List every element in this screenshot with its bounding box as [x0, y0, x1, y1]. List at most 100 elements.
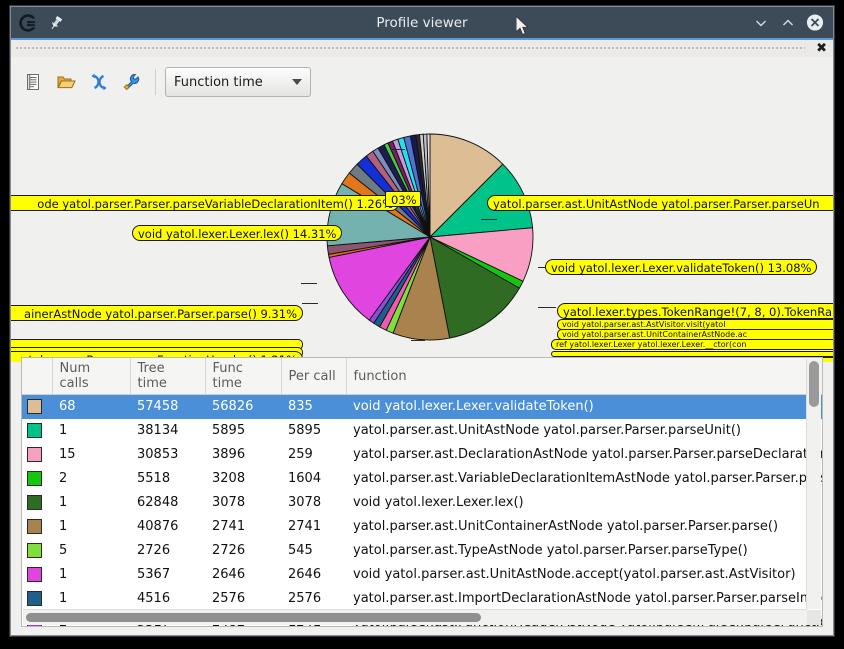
column-header-function[interactable]: function	[346, 358, 822, 395]
cell-per-call: 1604	[288, 471, 322, 486]
open-folder-icon[interactable]	[52, 68, 80, 96]
pie-label[interactable]: ainerAstNode yatol.parser.Parser.parse()…	[11, 305, 303, 321]
leader-line	[538, 307, 556, 308]
color-swatch-icon	[27, 399, 42, 415]
wrench-icon[interactable]	[118, 68, 146, 96]
chevron-up-icon[interactable]	[779, 14, 797, 32]
cell-function: yatol.parser.ast.TypeAstNode yatol.parse…	[353, 543, 748, 558]
close-circle-icon[interactable]	[806, 14, 824, 32]
color-swatch-icon	[27, 423, 42, 438]
pie-slice[interactable]	[429, 236, 520, 339]
row-color-swatch-cell	[22, 467, 52, 491]
cell-per-call: 545	[288, 543, 313, 558]
row-color-swatch-cell	[22, 587, 52, 611]
table-row[interactable]: 15 30853 3896 259 yatol.parser.ast.Declarati…	[22, 443, 823, 467]
pie-label[interactable]: ref yatol.lexer.Lexer yatol.lexer.Lexer.…	[551, 339, 833, 350]
table-row[interactable]: 1 38134 5895 5895 yatol.parser.ast.UnitAstNo…	[22, 419, 822, 443]
color-swatch-icon	[27, 591, 42, 606]
cell-per-call: 2576	[288, 591, 322, 606]
pie-chart-area: ode yatol.parser.Parser.parseVariableDec…	[11, 107, 833, 362]
functions-table[interactable]: Num calls Tree time Func time Per call f…	[22, 358, 823, 626]
table-row[interactable]: 68 57458 56826 835 void yatol.lexer.Lexer.va…	[22, 394, 822, 419]
cell-per-call: 2646	[288, 567, 322, 582]
toolbar-buttons	[19, 68, 146, 96]
row-color-swatch-cell	[22, 419, 52, 443]
functions-table-panel: Num calls Tree time Func time Per call f…	[21, 357, 823, 627]
table-row[interactable]: 1 40876 2741 2741 yatol.parser.ast.UnitConta…	[22, 515, 822, 539]
color-swatch-icon	[27, 567, 42, 582]
cell-func-time: 2646	[212, 567, 246, 582]
cell-num-calls: 5	[59, 543, 68, 558]
row-color-swatch-cell	[22, 394, 52, 419]
column-header-func-time[interactable]: Func time	[205, 358, 282, 395]
cell-tree-time: 4516	[137, 591, 171, 606]
pie-label[interactable]: yatol.lexer.types.TokenRange!(7, 8, 0).T…	[557, 303, 833, 319]
column-header-per-call[interactable]: Per call	[281, 358, 347, 395]
pie-label[interactable]: yatol.parser.ast.UnitAstNode yatol.parse…	[487, 195, 833, 211]
chevron-down-icon	[292, 79, 302, 85]
cell-per-call: 5895	[288, 423, 322, 438]
cell-tree-time: 5518	[137, 471, 171, 486]
table-row[interactable]: 2 5518 3208 1604 yatol.parser.ast.VariableDe…	[22, 467, 822, 491]
cell-function: yatol.parser.ast.UnitContainerAstNode ya…	[353, 519, 779, 534]
cell-function: yatol.parser.ast.UnitAstNode yatol.parse…	[353, 423, 741, 438]
chevron-down-icon[interactable]	[752, 14, 770, 32]
window-title: Profile viewer	[376, 14, 468, 31]
list-icon[interactable]	[19, 68, 47, 96]
cell-func-time: 56826	[205, 394, 281, 419]
cell-func-time: 3208	[212, 471, 246, 486]
cell-function: void yatol.lexer.Lexer.lex()	[353, 495, 524, 510]
cell-tree-time: 5367	[137, 567, 171, 582]
cell-tree-time: 57458	[130, 394, 205, 419]
cell-function: void yatol.lexer.Lexer.validateToken()	[346, 394, 822, 419]
cell-function: yatol.parser.ast.DeclarationAstNode yato…	[353, 447, 823, 462]
pie-label[interactable]: ode yatol.parser.Parser.parseVariableDec…	[11, 195, 399, 211]
leader-line	[302, 303, 318, 304]
row-color-swatch-cell	[22, 515, 52, 539]
column-header-color[interactable]	[22, 358, 53, 395]
table-row[interactable]: 1 62848 3078 3078 void yatol.lexer.Lexer.lex…	[22, 491, 822, 515]
pie-label-compressed[interactable]	[551, 351, 833, 357]
pie-chart[interactable]	[11, 107, 833, 362]
leader-line	[391, 149, 405, 150]
table-row[interactable]: 1 5367 2646 2646 void yatol.parser.ast.UnitA…	[22, 563, 822, 587]
horizontal-scrollbar-thumb[interactable]	[26, 613, 481, 622]
cell-num-calls: 1	[59, 567, 68, 582]
column-header-tree-time[interactable]: Tree time	[130, 358, 206, 395]
pie-slice[interactable]	[328, 236, 432, 321]
cell-func-time: 5895	[212, 423, 246, 438]
row-color-swatch-cell	[22, 491, 52, 515]
color-swatch-icon	[27, 447, 42, 462]
horizontal-scrollbar[interactable]	[23, 609, 807, 625]
pie-label-stub[interactable]: 03%	[385, 191, 421, 207]
mode-select[interactable]: Function time	[165, 67, 311, 97]
row-color-swatch-cell	[22, 563, 52, 587]
column-header-num-calls[interactable]: Num calls	[52, 358, 131, 395]
row-color-swatch-cell	[22, 443, 52, 467]
refresh-icon[interactable]	[85, 68, 113, 96]
toolbar-separator	[155, 69, 156, 95]
table-row[interactable]: 1 4516 2576 2576 yatol.parser.ast.ImportDecl…	[22, 587, 822, 611]
drag-handle-dots[interactable]	[15, 46, 805, 51]
pie-slice[interactable]	[429, 133, 504, 239]
row-color-swatch-cell	[22, 539, 52, 563]
pin-icon[interactable]	[47, 14, 65, 32]
cell-tree-time: 38134	[137, 423, 179, 438]
pie-slice[interactable]	[426, 133, 431, 238]
cell-func-time: 2576	[212, 591, 246, 606]
table-row[interactable]: 5 2726 2726 545 yatol.parser.ast.TypeAstNode…	[22, 539, 822, 563]
close-icon[interactable]: ✖	[816, 41, 827, 56]
cell-func-time: 2741	[212, 519, 246, 534]
vertical-scrollbar-thumb[interactable]	[809, 361, 819, 407]
vertical-scrollbar[interactable]	[806, 359, 821, 609]
pie-label[interactable]: void yatol.lexer.Lexer.lex() 14.31%	[132, 225, 343, 241]
cell-per-call: 2741	[288, 519, 322, 534]
pie-slice[interactable]	[428, 163, 534, 238]
pie-chart-svg[interactable]	[11, 107, 833, 362]
leader-line	[411, 340, 425, 341]
pie-label[interactable]: void yatol.lexer.Lexer.validateToken() 1…	[545, 259, 818, 275]
title-bar[interactable]: Profile viewer	[11, 7, 833, 38]
cell-func-time: 3078	[212, 495, 246, 510]
cell-num-calls: 1	[59, 591, 68, 606]
cell-num-calls: 2	[59, 471, 68, 486]
